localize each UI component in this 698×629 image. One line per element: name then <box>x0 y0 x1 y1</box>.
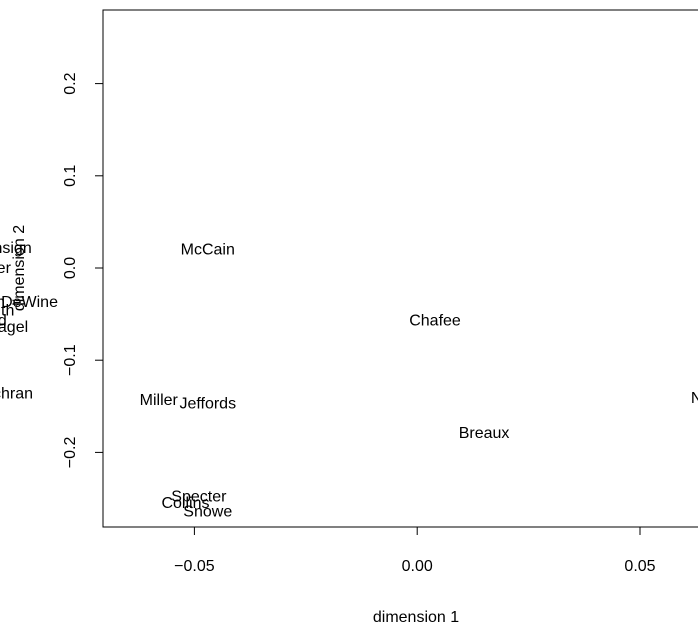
point-label: Breaux <box>459 425 510 442</box>
point-label: Chafee <box>409 313 461 330</box>
point-label: Specter <box>171 489 227 506</box>
point-label: McCain <box>181 242 235 259</box>
y-tick-label: 0.2 <box>62 72 79 94</box>
point-label: Fitzgerald <box>0 313 7 330</box>
point-label: Hagel <box>0 319 28 336</box>
y-tick-label: −0.2 <box>62 437 79 469</box>
plot-frame <box>102 9 698 528</box>
x-axis-title: dimension 1 <box>373 609 459 626</box>
point-label: Collins <box>161 495 209 512</box>
point-label: Miller <box>140 392 179 409</box>
point-label: Cochran <box>0 385 33 402</box>
point-label: Ensign <box>0 240 32 257</box>
point-label: DeWine <box>1 294 58 311</box>
y-tick-label: 0.1 <box>62 165 79 187</box>
point-label: Smith <box>0 302 14 319</box>
x-tick-label: 0.00 <box>402 558 433 575</box>
point-label: Warner <box>0 260 12 277</box>
y-axis: −0.2 −0.1 0.0 0.1 0.2 <box>62 72 103 468</box>
point-label: Snowe <box>183 503 232 520</box>
point-label: Jeffords <box>179 396 236 413</box>
point-label: Thompson <box>0 294 5 311</box>
y-tick-label: 0.0 <box>62 257 79 279</box>
x-tick-label: 0.05 <box>624 558 655 575</box>
x-axis: −0.10−0.050.000.050.10 <box>174 527 656 575</box>
data-points: KerrySessionsGrammThurmondCraigHelmsAlla… <box>0 240 698 521</box>
y-axis-title: dimension 2 <box>11 225 28 311</box>
x-tick-label: −0.05 <box>174 558 215 575</box>
point-label: Nelson <box>691 390 698 407</box>
y-tick-label: −0.1 <box>62 344 79 376</box>
